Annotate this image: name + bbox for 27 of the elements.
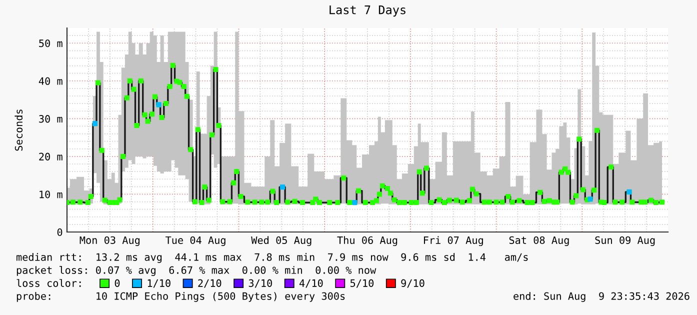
- x-tick-label: Sun 09 Aug: [595, 236, 655, 246]
- legend-label: 1/10: [148, 279, 170, 288]
- legend-title: loss color:: [16, 279, 81, 287]
- text: median rtt: 13.2 ms avg 44.1 ms max 7.8 ms min 7.9 ms now 9.6 ms sd 1.4 am/s: [16, 253, 528, 263]
- x-tick-label: Tue 04 Aug: [166, 236, 226, 246]
- x-tick-label: Fri 07 Aug: [424, 236, 483, 246]
- legend-label: 2/10: [198, 279, 222, 288]
- chart-title: Last 7 Days: [330, 6, 406, 17]
- y-tick-label: 20 m: [39, 152, 62, 160]
- x-tick-label: Mon 03 Aug: [80, 236, 140, 246]
- legend-label: 4/10: [299, 279, 323, 288]
- y-tick-label: 0: [57, 228, 62, 236]
- y-tick-label: 10 m: [40, 190, 62, 198]
- text: packet loss: 0.07 % avg 6.67 % max 0.00 % min 0.00 % now: [16, 266, 376, 276]
- x-tick-label: Thu 06 Aug: [337, 236, 398, 246]
- text: probe: 10 ICMP Echo Pings (500 Bytes) every 300s: [16, 292, 345, 302]
- y-axis-title: Seconds: [14, 110, 23, 151]
- legend-label: 9/10: [401, 279, 424, 288]
- y-tick-label: 50 m: [39, 39, 62, 48]
- x-tick-label: Wed 05 Aug: [251, 236, 312, 246]
- legend-label: 0: [114, 279, 120, 287]
- y-tick-label: 40 m: [38, 77, 62, 85]
- x-tick-label: Sat 08 Aug: [509, 236, 569, 246]
- legend-label: 3/10: [248, 279, 272, 288]
- text: end: Sun Aug 9 23:35:43 2026: [514, 292, 690, 302]
- legend-label: 5/10: [350, 279, 374, 288]
- y-tick-label: 30 m: [39, 115, 62, 123]
